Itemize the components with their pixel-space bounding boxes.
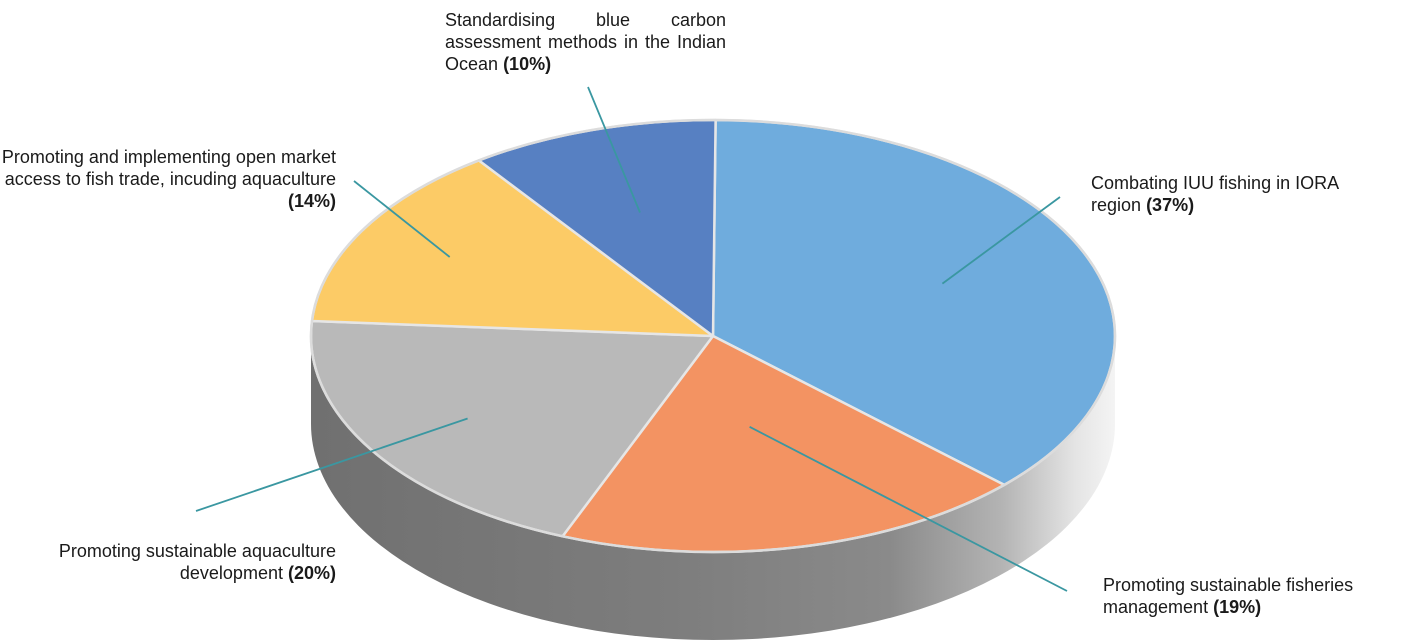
pie-side-wall (311, 336, 1115, 640)
slice-label-text: Standardising blue carbon assessment met… (445, 10, 726, 74)
slice-label-fisheries-management: Promoting sustainable fisheries manageme… (1103, 574, 1403, 618)
leader-line-fisheries-management (749, 426, 1068, 592)
leader-line-fish-trade (353, 180, 451, 258)
slice-label-blue-carbon: Standardising blue carbon assessment met… (445, 9, 726, 75)
slice-label-aquaculture-development: Promoting sustainable aquaculture develo… (0, 540, 336, 584)
pie-top (309, 118, 1117, 554)
leader-line-aquaculture-development (195, 417, 468, 512)
leader-lines (195, 86, 1068, 592)
pie-rim (309, 118, 1117, 554)
slice-label-text: Promoting and implementing open market a… (1, 147, 336, 189)
slice-percent: (14%) (287, 191, 336, 211)
leader-line-blue-carbon (587, 86, 641, 213)
pie-side-face (311, 336, 1115, 640)
slice-percent: (10%) (503, 54, 552, 74)
slice-label-fish-trade: Promoting and implementing open market a… (0, 146, 336, 212)
slice-label-text: Combating IUU fishing in IORA region (1091, 173, 1339, 215)
slice-label-text: Promoting sustainable fisheries manageme… (1103, 575, 1354, 617)
slice-label-text: Promoting sustainable aquaculture develo… (58, 541, 336, 583)
slice-percent: (37%) (1146, 195, 1195, 215)
leader-line-iuu-fishing (941, 196, 1061, 285)
slice-label-iuu-fishing: Combating IUU fishing in IORA region (37… (1091, 172, 1351, 216)
slice-percent: (19%) (1213, 597, 1262, 617)
slice-percent: (20%) (287, 563, 336, 583)
